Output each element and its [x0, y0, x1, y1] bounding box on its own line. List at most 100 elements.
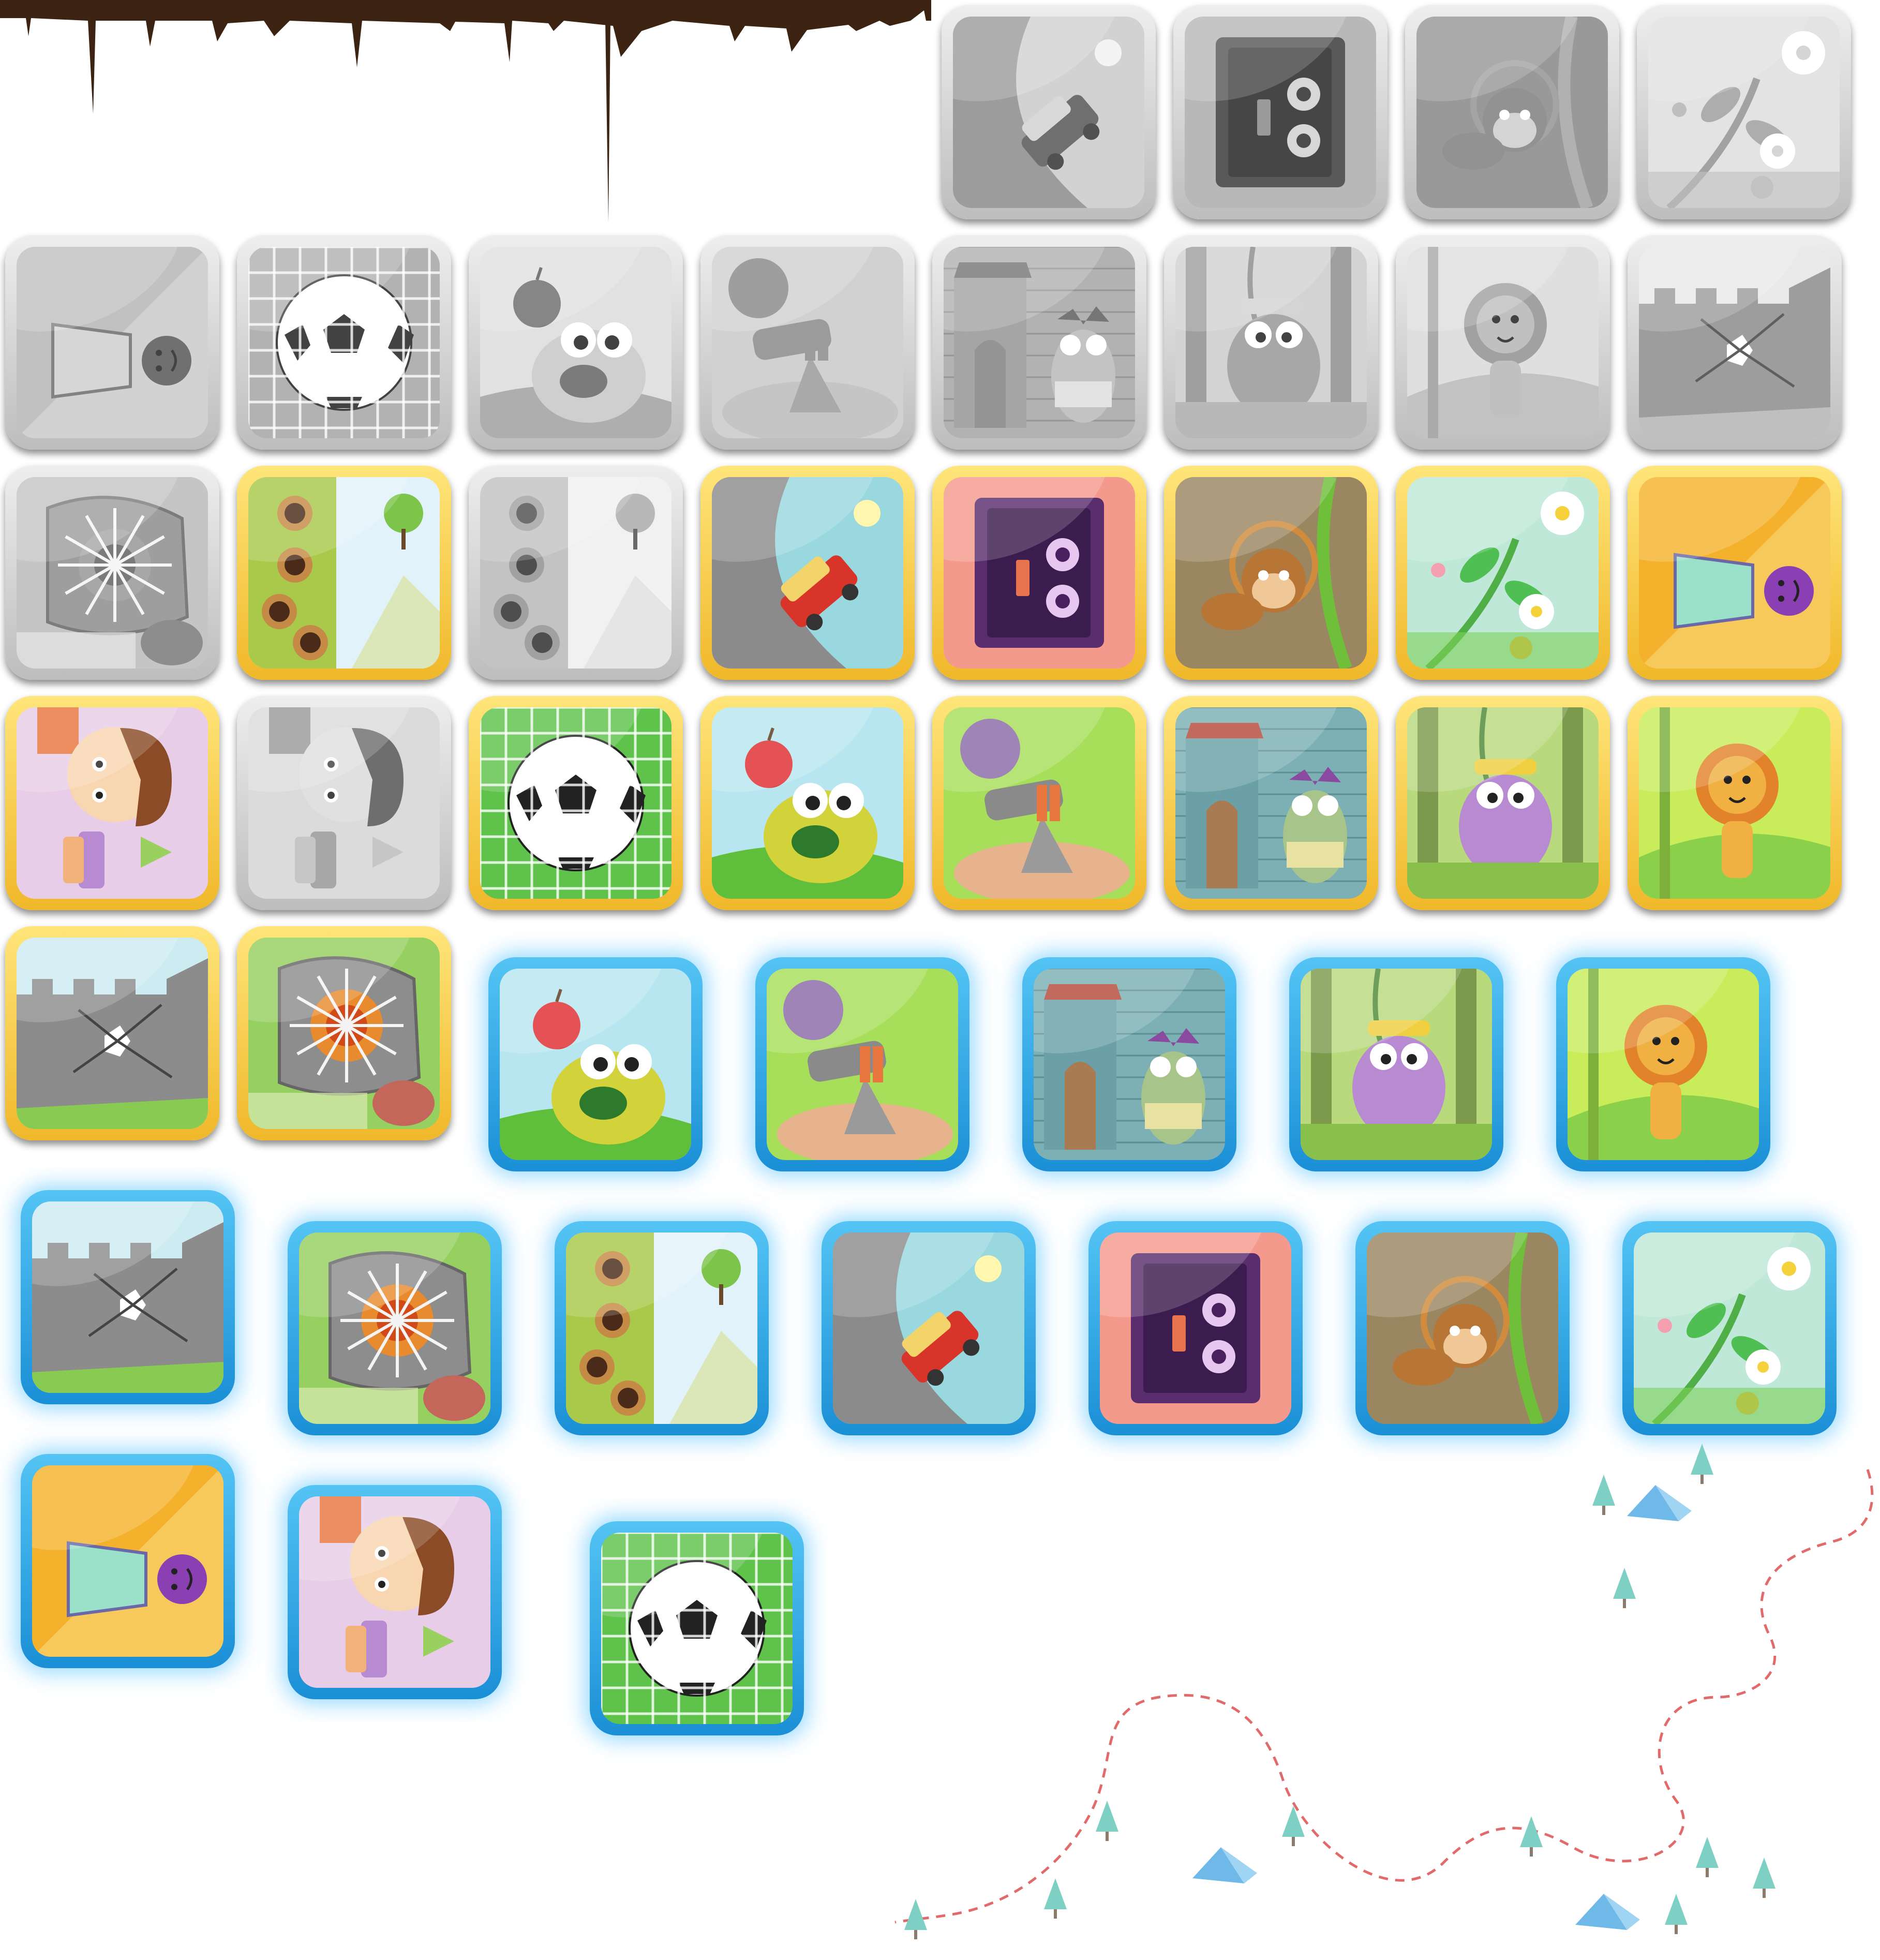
lion-icon — [1639, 707, 1830, 899]
level-tile-lion-unlocked[interactable] — [1628, 696, 1842, 910]
pig-jungle-icon — [1407, 707, 1599, 899]
tree-icon — [1520, 1816, 1543, 1857]
dripping-mud-banner — [0, 0, 931, 222]
level-tile-flower-locked[interactable] — [1637, 5, 1851, 219]
level-tile-holes-locked[interactable] — [469, 466, 683, 680]
level-tile-owl-selected[interactable] — [1022, 957, 1236, 1171]
level-tile-lion-locked[interactable] — [1396, 235, 1610, 450]
tent-icon — [1192, 1847, 1257, 1883]
monkey-icon — [1367, 1233, 1558, 1424]
gloss-highlight — [1175, 247, 1367, 365]
level-tile-rock-unlocked[interactable] — [237, 926, 451, 1140]
level-tile-boy-selected[interactable] — [288, 1485, 502, 1699]
car-icon — [712, 477, 903, 669]
tree-icon — [1044, 1878, 1067, 1919]
purple-gymnast-icon — [1639, 477, 1830, 669]
level-tile-pig-unlocked[interactable] — [1396, 696, 1610, 910]
cracked-wall-icon — [32, 1201, 223, 1393]
cracked-rock-icon — [299, 1233, 490, 1424]
level-tile-pig-selected[interactable] — [1289, 957, 1503, 1171]
level-tile-ball-selected[interactable] — [590, 1521, 804, 1735]
level-tile-ball-locked[interactable] — [237, 235, 451, 450]
level-tile-book-selected[interactable] — [1088, 1221, 1303, 1435]
flower-icon — [1648, 17, 1840, 208]
gloss-highlight — [1185, 17, 1376, 135]
purple-gymnast-icon — [17, 247, 208, 438]
holes-wall-icon — [566, 1233, 757, 1424]
cracked-rock-icon — [248, 938, 440, 1129]
level-tile-holes-selected[interactable] — [555, 1221, 769, 1435]
level-tile-lion-selected[interactable] — [1556, 957, 1770, 1171]
car-icon — [953, 17, 1144, 208]
gloss-highlight — [248, 247, 440, 365]
purple-gymnast-icon — [32, 1465, 223, 1657]
gloss-highlight — [480, 477, 672, 595]
level-tile-apple-unlocked[interactable] — [700, 696, 915, 910]
lion-icon — [1568, 969, 1759, 1160]
gloss-highlight — [480, 247, 672, 365]
level-tile-cannon-locked[interactable] — [700, 235, 915, 450]
level-tile-owl-locked[interactable] — [932, 235, 1146, 450]
monkey-icon — [1416, 17, 1608, 208]
cracked-wall-icon — [1639, 247, 1830, 438]
cracked-rock-icon — [17, 477, 208, 669]
tree-icon — [1592, 1475, 1615, 1515]
level-tile-pig-locked[interactable] — [1164, 235, 1378, 450]
apple-monster-icon — [480, 247, 672, 438]
level-tile-gym-locked[interactable] — [5, 235, 219, 450]
boy-icon — [17, 707, 208, 899]
holes-wall-icon — [480, 477, 672, 669]
flower-icon — [1407, 477, 1599, 669]
level-tile-book-unlocked[interactable] — [932, 466, 1146, 680]
level-tile-car-unlocked[interactable] — [700, 466, 915, 680]
tree-icon — [1753, 1858, 1775, 1898]
level-tile-boy-locked[interactable] — [237, 696, 451, 910]
level-tile-apple-locked[interactable] — [469, 235, 683, 450]
tree-icon — [1696, 1837, 1719, 1877]
gloss-highlight — [17, 247, 208, 365]
gloss-highlight — [1648, 17, 1840, 135]
level-tile-monkey-selected[interactable] — [1355, 1221, 1570, 1435]
level-tile-apple-selected[interactable] — [488, 957, 703, 1171]
level-tile-wall-unlocked[interactable] — [5, 926, 219, 1140]
level-tile-flower-selected[interactable] — [1622, 1221, 1837, 1435]
level-tile-holes-unlocked[interactable] — [237, 466, 451, 680]
level-tile-cannon-unlocked[interactable] — [932, 696, 1146, 910]
level-tile-wall-locked[interactable] — [1628, 235, 1842, 450]
owl-house-icon — [1175, 707, 1367, 899]
level-tile-monkey-unlocked[interactable] — [1164, 466, 1378, 680]
level-tile-gym-unlocked[interactable] — [1628, 466, 1842, 680]
level-tile-wall-selected[interactable] — [21, 1190, 235, 1404]
level-tile-flower-unlocked[interactable] — [1396, 466, 1610, 680]
cannon-icon — [944, 707, 1135, 899]
level-tile-cannon-selected[interactable] — [755, 957, 969, 1171]
owl-house-icon — [944, 247, 1135, 438]
level-tile-owl-unlocked[interactable] — [1164, 696, 1378, 910]
level-tile-rock-locked[interactable] — [5, 466, 219, 680]
lion-icon — [1407, 247, 1599, 438]
boy-icon — [299, 1496, 490, 1688]
level-tile-rock-selected[interactable] — [288, 1221, 502, 1435]
tent-icon — [1575, 1894, 1640, 1930]
gloss-highlight — [1416, 17, 1608, 135]
level-tile-ball-unlocked[interactable] — [469, 696, 683, 910]
apple-monster-icon — [712, 707, 903, 899]
level-tile-gym-selected[interactable] — [21, 1454, 235, 1668]
gloss-highlight — [712, 247, 903, 365]
level-tile-book-locked[interactable] — [1173, 5, 1387, 219]
owl-house-icon — [1034, 969, 1225, 1160]
soccer-ball-icon — [601, 1533, 793, 1724]
tree-icon — [1282, 1806, 1305, 1846]
level-tile-car-locked[interactable] — [942, 5, 1156, 219]
gloss-highlight — [944, 247, 1135, 365]
level-tile-monkey-locked[interactable] — [1405, 5, 1619, 219]
boy-icon — [248, 707, 440, 899]
holes-wall-icon — [248, 477, 440, 669]
level-tile-car-selected[interactable] — [822, 1221, 1036, 1435]
gloss-highlight — [17, 477, 208, 595]
monster-book-icon — [1100, 1233, 1291, 1424]
pig-jungle-icon — [1175, 247, 1367, 438]
monster-book-icon — [1185, 17, 1376, 208]
level-tile-boy-unlocked[interactable] — [5, 696, 219, 910]
monster-book-icon — [944, 477, 1135, 669]
